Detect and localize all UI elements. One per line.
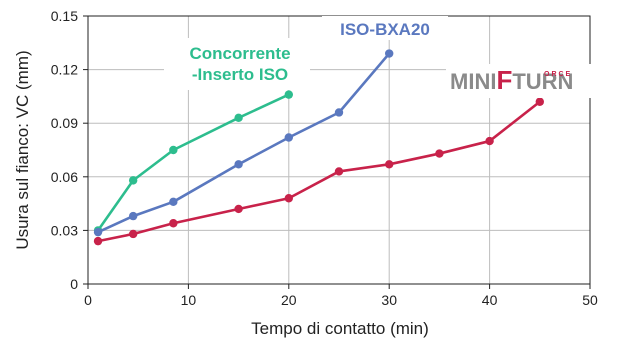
data-point [284, 133, 293, 142]
data-point [234, 204, 243, 214]
data-point [128, 211, 138, 221]
data-point [485, 136, 494, 146]
logo-text-mini: MINIFTURN [450, 65, 573, 95]
data-point [284, 90, 293, 99]
series-line [97, 100, 541, 243]
label-concorrente-line2: -Inserto ISO [192, 65, 288, 84]
label-iso-bxa20: ISO-BXA20 [340, 20, 430, 39]
data-point [169, 219, 178, 228]
data-point [169, 197, 178, 207]
series-line [96, 93, 290, 232]
data-point [93, 236, 103, 246]
x-tick-label: 30 [381, 292, 397, 308]
data-point [385, 49, 394, 58]
data-point [435, 149, 444, 158]
label-concorrente-line1: Concorrente [189, 44, 290, 63]
x-tick-label: 10 [181, 292, 197, 308]
data-point [284, 194, 293, 203]
x-axis-title: Tempo di contatto (min) [251, 319, 429, 338]
data-point [128, 229, 138, 239]
data-point [334, 167, 344, 176]
plot-frame [87, 15, 591, 285]
y-tick-label: 0.06 [51, 169, 78, 185]
y-axis-ticks: 0 0.03 0.06 0.09 0.12 0.15 [51, 8, 88, 292]
data-point [169, 145, 178, 155]
y-tick-label: 0.09 [51, 115, 78, 131]
x-tick-label: 0 [84, 292, 92, 308]
y-axis-title: Usura sul fianco: VC (mm) [13, 50, 32, 249]
data-point [234, 113, 243, 123]
x-axis-ticks: 0 10 20 30 40 50 [84, 284, 598, 308]
series-1 [93, 49, 394, 237]
data-point [128, 176, 138, 185]
data-point [334, 108, 344, 117]
series-labels: Concorrente -Inserto ISO ISO-BXA20 [164, 16, 448, 90]
y-tick-label: 0 [70, 276, 78, 292]
x-tick-label: 20 [281, 292, 297, 308]
grid-lines [88, 16, 590, 284]
logo-text-orce: ORCE [544, 71, 572, 78]
y-tick-label: 0.15 [51, 8, 78, 24]
data-point [535, 97, 544, 106]
series-0 [93, 90, 293, 235]
x-tick-label: 40 [482, 292, 498, 308]
miniforce-turn-logo: MINIFTURN ORCE [446, 64, 618, 98]
series-lines [93, 49, 544, 246]
y-tick-label: 0.03 [51, 222, 78, 238]
x-tick-label: 50 [582, 292, 598, 308]
data-point [234, 160, 243, 169]
y-tick-label: 0.12 [51, 62, 78, 78]
bxa20-label-bg [322, 16, 448, 40]
data-point [385, 160, 394, 169]
concorrente-label-bg [164, 38, 310, 90]
data-point [93, 227, 103, 237]
series-2 [93, 97, 544, 246]
